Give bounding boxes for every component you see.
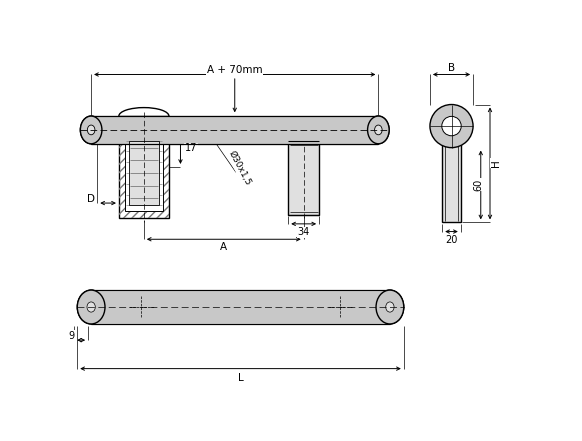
Ellipse shape xyxy=(376,290,404,324)
Bar xyxy=(288,142,319,215)
Text: 17: 17 xyxy=(185,143,197,153)
Ellipse shape xyxy=(80,116,102,144)
Bar xyxy=(442,126,461,222)
Bar xyxy=(129,142,159,205)
Ellipse shape xyxy=(386,302,394,312)
Ellipse shape xyxy=(87,125,95,135)
Bar xyxy=(119,116,169,218)
Text: 60: 60 xyxy=(473,179,484,191)
Bar xyxy=(91,116,378,144)
Bar xyxy=(91,290,390,324)
Ellipse shape xyxy=(134,301,148,314)
Ellipse shape xyxy=(376,290,404,324)
Ellipse shape xyxy=(87,302,95,312)
Ellipse shape xyxy=(129,295,154,318)
Text: H: H xyxy=(491,159,501,167)
Ellipse shape xyxy=(77,290,105,324)
Circle shape xyxy=(430,105,473,148)
Text: 20: 20 xyxy=(445,235,457,245)
Bar xyxy=(91,116,378,144)
Ellipse shape xyxy=(328,295,352,318)
Ellipse shape xyxy=(87,125,95,135)
Bar xyxy=(118,116,171,144)
Bar xyxy=(125,135,163,211)
Text: 9: 9 xyxy=(69,330,75,340)
Ellipse shape xyxy=(80,116,102,144)
Ellipse shape xyxy=(375,125,382,135)
Ellipse shape xyxy=(375,125,382,135)
Text: B: B xyxy=(448,64,455,73)
Bar xyxy=(91,290,390,324)
Circle shape xyxy=(442,116,461,136)
Text: L: L xyxy=(237,373,243,383)
Ellipse shape xyxy=(368,116,389,144)
Bar xyxy=(119,116,169,218)
Text: 34: 34 xyxy=(297,227,310,237)
Ellipse shape xyxy=(333,301,347,314)
Ellipse shape xyxy=(87,302,95,312)
Ellipse shape xyxy=(386,302,394,312)
Ellipse shape xyxy=(77,290,105,324)
Text: A + 70mm: A + 70mm xyxy=(207,65,262,75)
Text: D: D xyxy=(87,194,95,204)
Text: Ø30x1,5: Ø30x1,5 xyxy=(227,149,253,187)
Text: A: A xyxy=(220,242,228,252)
Ellipse shape xyxy=(368,116,389,144)
